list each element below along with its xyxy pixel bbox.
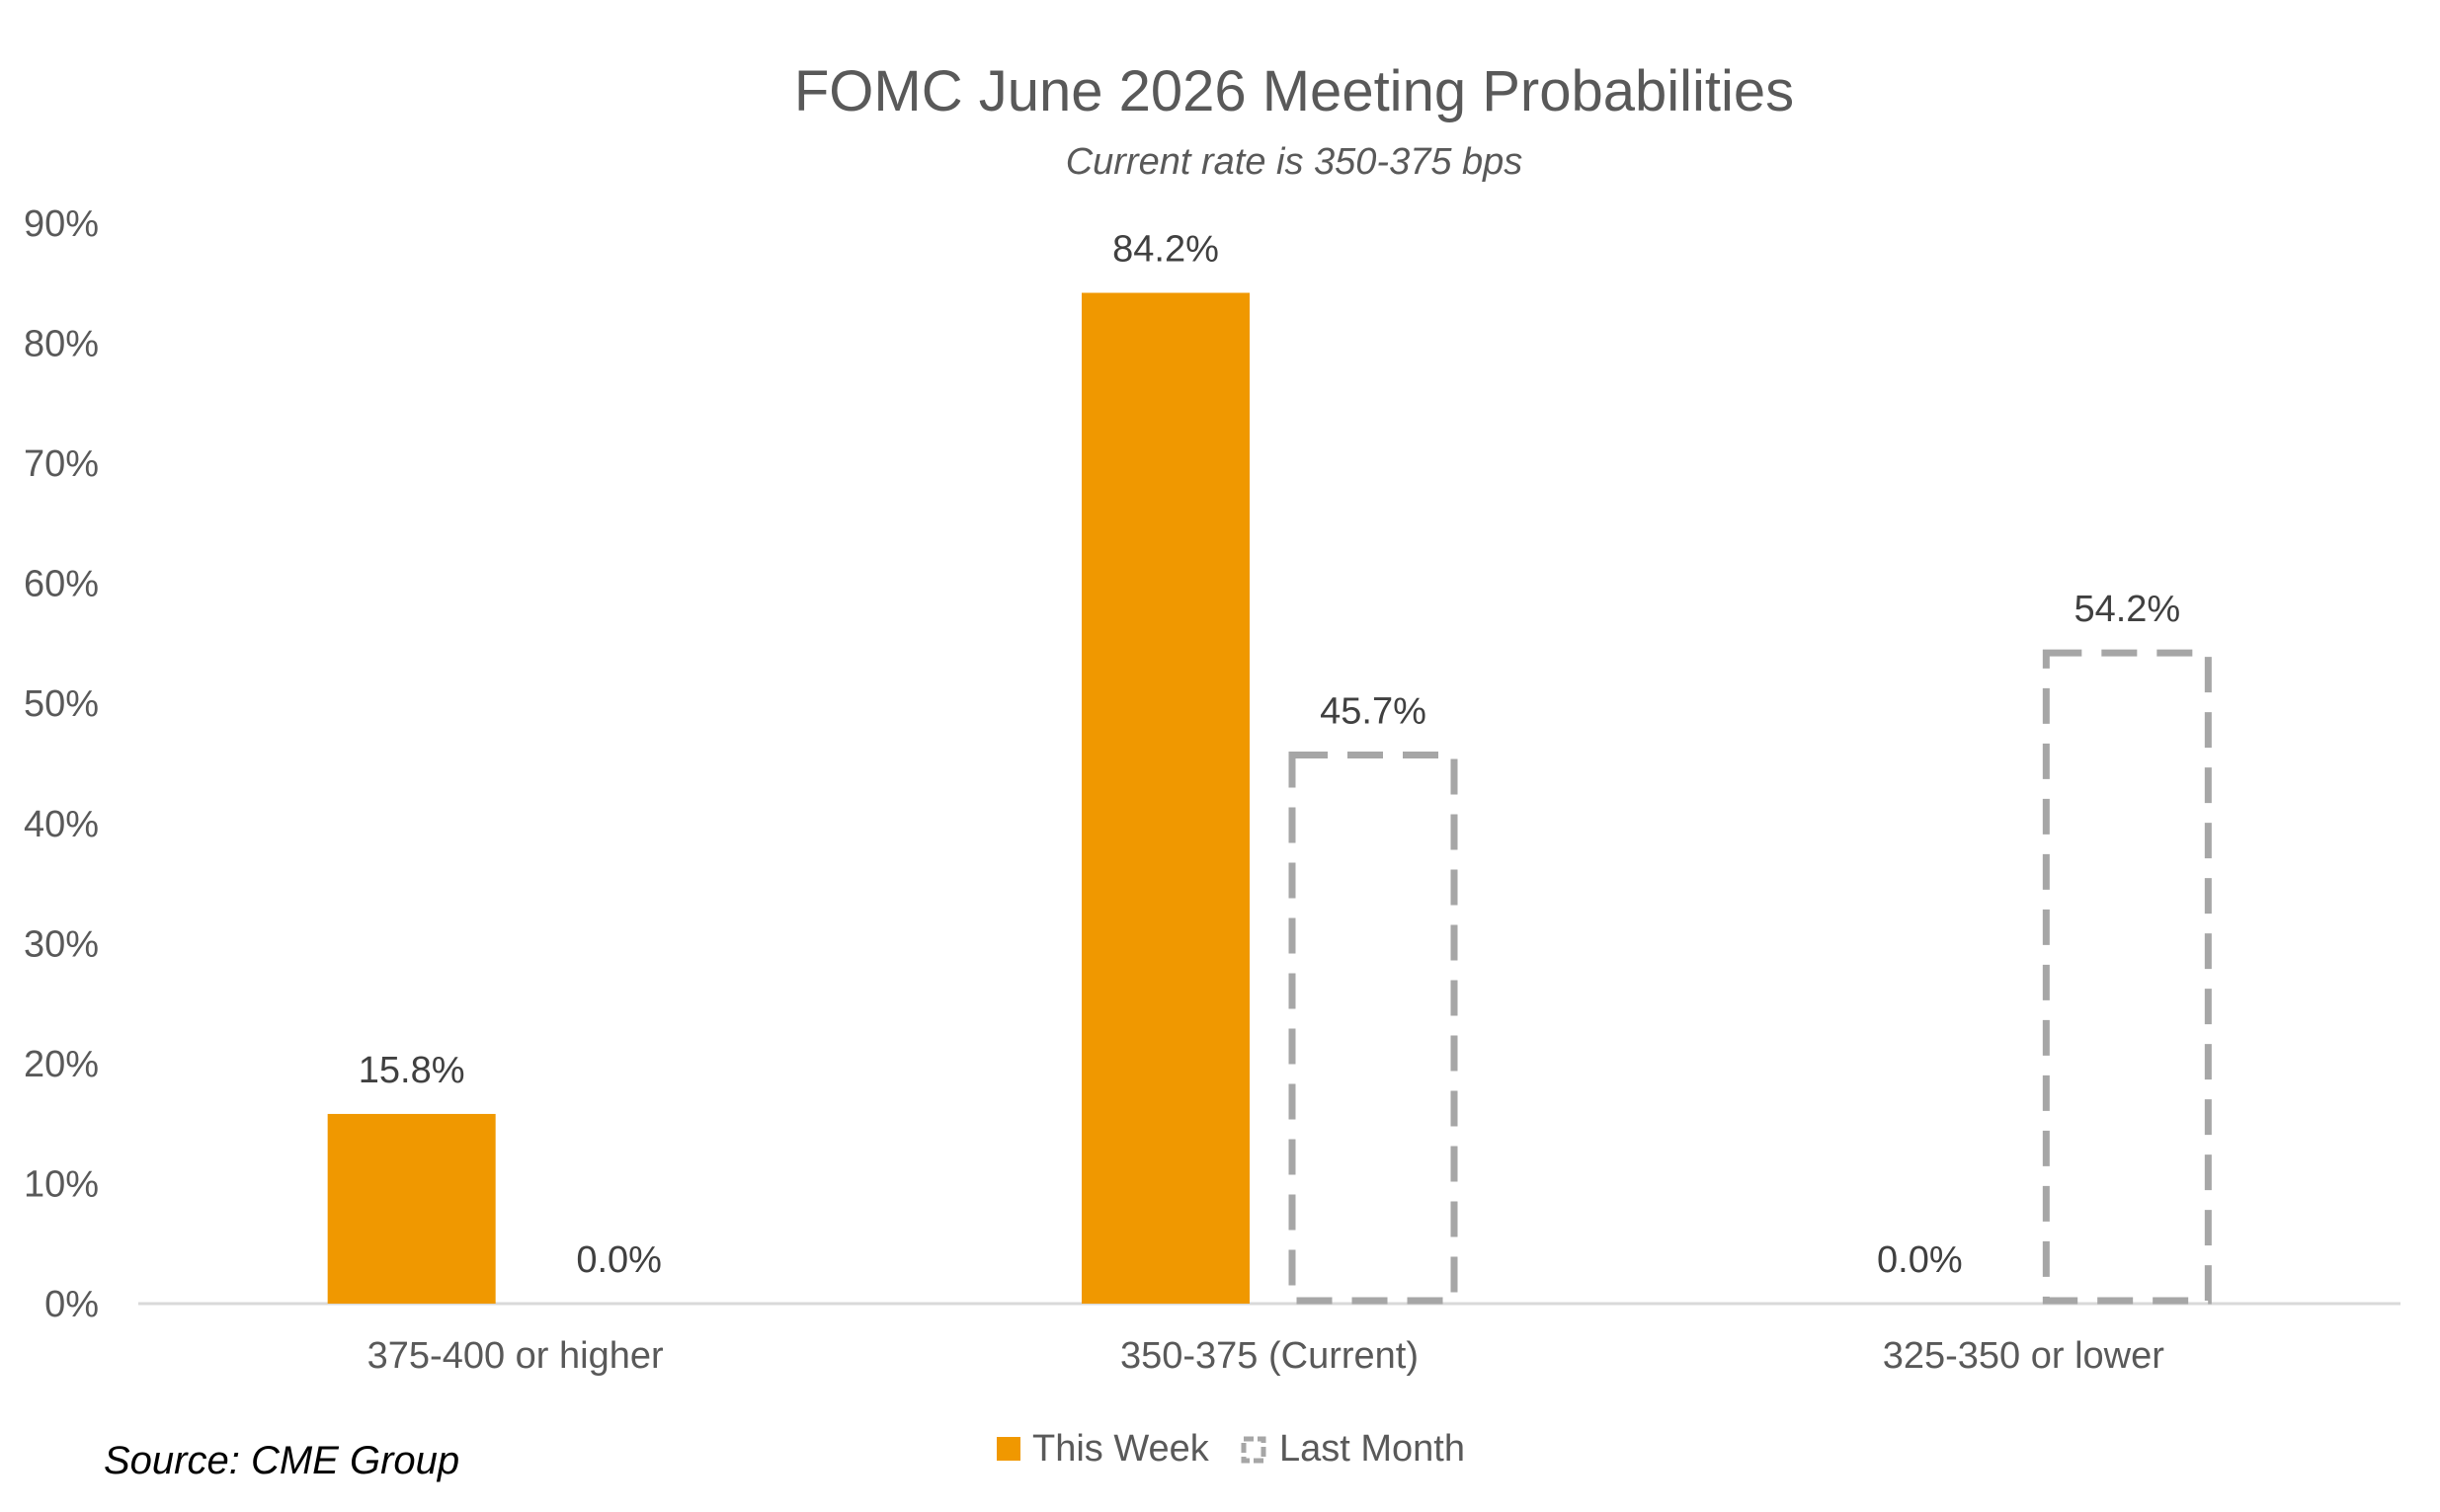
data-label: 54.2% (2074, 589, 2180, 630)
source-note: Source: CME Group (104, 1439, 459, 1482)
x-tick-label: 375-400 or higher (367, 1335, 664, 1377)
legend: This Week Last Month (997, 1428, 1465, 1470)
y-tick-label: 0% (44, 1284, 99, 1325)
x-tick-label: 325-350 or lower (1883, 1335, 2165, 1377)
x-tick-label: 350-375 (Current) (1120, 1335, 1419, 1377)
legend-label-last-month: Last Month (1279, 1428, 1465, 1470)
legend-swatch-last-month (1241, 1436, 1266, 1464)
bar-this-week (327, 1113, 496, 1304)
chart-subtitle: Current rate is 350-375 bps (1066, 141, 1523, 183)
bars-group (327, 292, 2212, 1305)
y-tick-label: 70% (24, 443, 99, 485)
x-axis: 375-400 or higher 350-375 (Current) 325-35… (138, 1302, 2400, 1377)
data-label: 45.7% (1320, 690, 1426, 732)
y-tick-label: 50% (24, 683, 99, 725)
y-tick-label: 30% (24, 923, 99, 965)
y-tick-label: 10% (24, 1163, 99, 1205)
legend-label-this-week: This Week (1032, 1428, 1210, 1470)
bar-this-week (1082, 292, 1250, 1305)
y-tick-label: 80% (24, 324, 99, 365)
y-tick-label: 40% (24, 804, 99, 845)
y-tick-label: 90% (24, 203, 99, 245)
data-labels-group: 15.8% 84.2% 0.0% 0.0% 45.7% 54.2% (359, 229, 2180, 1281)
y-axis: 0% 10% 20% 30% 40% 50% 60% 70% 80% 90% (24, 203, 99, 1325)
bar-last-month (2042, 649, 2212, 1305)
data-label: 84.2% (1112, 229, 1219, 271)
data-label: 0.0% (1877, 1239, 1963, 1281)
y-tick-label: 60% (24, 564, 99, 605)
chart-title: FOMC June 2026 Meeting Probabilities (794, 59, 1794, 123)
data-label: 15.8% (359, 1050, 465, 1091)
data-label: 0.0% (576, 1239, 662, 1281)
legend-swatch-this-week (997, 1437, 1020, 1461)
y-tick-label: 20% (24, 1044, 99, 1085)
bar-last-month (1288, 751, 1458, 1305)
